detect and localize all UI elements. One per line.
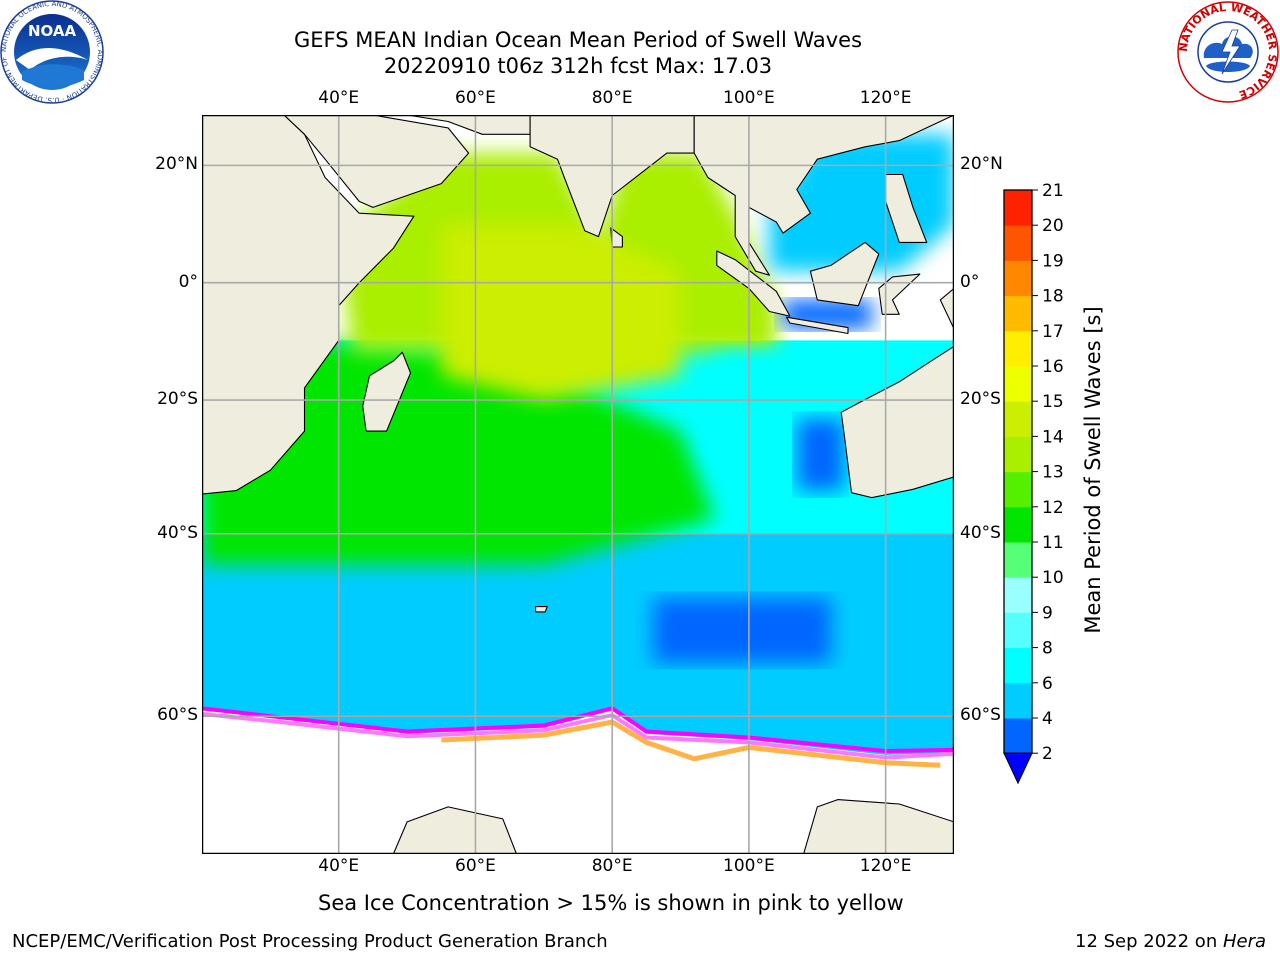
- colorbar-swatch: [1004, 295, 1032, 332]
- sea-ice-edge: [441, 719, 941, 768]
- colorbar-swatch: [1004, 436, 1032, 473]
- lon-tick-bottom: 40°E: [318, 856, 360, 876]
- lat-tick-right: 60°S: [960, 705, 1001, 726]
- colorbar-tick-label: 10: [1042, 568, 1064, 588]
- lon-tick-top: 60°E: [455, 88, 496, 108]
- nws-logo: NATIONAL WEATHER SERVICE: [1177, 1, 1279, 103]
- land-antarctica-east: [803, 799, 954, 854]
- land-java: [785, 316, 849, 335]
- colorbar-extend-arrow: [1003, 752, 1033, 785]
- land-kerguelen: [535, 606, 548, 613]
- colorbar-swatch: [1004, 471, 1032, 508]
- lat-tick-right: 0°: [960, 271, 980, 292]
- land-arabia: [283, 115, 470, 208]
- lat-tick-left: 0°: [178, 271, 198, 292]
- swell-period-map: [202, 115, 954, 854]
- lat-tick-right: 20°S: [960, 389, 1001, 409]
- ocean-region-sw-indian-ocean: [202, 340, 715, 565]
- colorbar-swatch: [1004, 682, 1032, 719]
- colorbar-tick-label: 11: [1042, 533, 1064, 553]
- lat-tick-right: 20°N: [960, 154, 1003, 175]
- colorbar-tick-label: 20: [1042, 216, 1064, 236]
- lon-tick-top: 100°E: [723, 88, 775, 108]
- footer-left: NCEP/EMC/Verification Post Processing Pr…: [12, 931, 608, 952]
- land-sulawesi: [878, 273, 921, 315]
- map-gridlines: [202, 115, 954, 854]
- lon-tick-bottom: 60°E: [455, 856, 496, 876]
- ocean-region-equatorial-core: [441, 224, 681, 400]
- footer-date: 12 Sep 2022 on: [1075, 931, 1223, 952]
- noaa-logo: NATIONAL OCEANIC AND ATMOSPHERIC ADMINIS…: [0, 0, 104, 104]
- lat-tick-left: 60°S: [157, 705, 198, 726]
- noaa-text: NOAA: [28, 22, 77, 40]
- lon-tick-top: 120°E: [859, 88, 912, 108]
- colorbar-tick-label: 15: [1042, 392, 1064, 412]
- ocean-region-west-australia-coast: [796, 418, 845, 491]
- colorbar-swatch: [1004, 506, 1032, 543]
- colorbar-tick-label: 6: [1042, 674, 1053, 694]
- land-new-guinea-west: [939, 287, 954, 330]
- colorbar-tick-label: 12: [1042, 498, 1064, 518]
- lon-tick-top: 80°E: [591, 88, 633, 108]
- colorbar-tick-label: 14: [1042, 427, 1064, 447]
- colorbar-swatch: [1004, 718, 1032, 754]
- land-madagascar: [362, 351, 412, 432]
- land-borneo: [809, 241, 880, 307]
- colorbar-tick-label: 21: [1042, 181, 1064, 201]
- chart-subtitle: 20220910 t06z 312h fcst Max: 17.03: [383, 54, 773, 78]
- lon-tick-bottom: 120°E: [859, 856, 912, 876]
- colorbar-tick-label: 16: [1042, 357, 1064, 377]
- colorbar-tick-label: 4: [1042, 709, 1053, 729]
- colorbar-swatch: [1004, 366, 1032, 402]
- chart-title: GEFS MEAN Indian Ocean Mean Period of Sw…: [293, 28, 863, 52]
- lat-tick-left: 20°N: [155, 154, 198, 175]
- colorbar-swatch: [1004, 542, 1032, 578]
- colorbar-swatch: [1004, 330, 1032, 367]
- map-frame: [202, 115, 954, 854]
- land-se-asia: [693, 115, 954, 276]
- lon-tick-top: 40°E: [318, 88, 360, 108]
- colorbar-tick-label: 9: [1042, 603, 1053, 623]
- lat-tick-right: 40°S: [960, 522, 1001, 543]
- colorbar-tick-label: 13: [1042, 463, 1064, 483]
- lon-tick-bottom: 100°E: [723, 856, 775, 876]
- ocean-region-kerguelen-patch: [653, 597, 831, 663]
- sea-ice-caption: Sea Ice Concentration > 15% is shown in …: [318, 891, 904, 915]
- lon-tick-bottom: 80°E: [591, 856, 633, 876]
- colorbar-swatch: [1004, 647, 1032, 684]
- land-persia: [392, 115, 531, 135]
- colorbar-swatch: [1004, 190, 1032, 226]
- colorbar-tick-label: 2: [1042, 744, 1053, 764]
- colorbar-swatch: [1004, 225, 1032, 261]
- lat-tick-left: 40°S: [157, 522, 198, 543]
- footer-right: 12 Sep 2022 on Hera: [1075, 931, 1266, 952]
- colorbar-swatch: [1004, 260, 1032, 297]
- footer-host: Hera: [1222, 931, 1266, 952]
- colorbar-swatch: [1004, 577, 1032, 613]
- colorbar-tick-label: 17: [1042, 322, 1064, 342]
- colorbar-swatch: [1004, 612, 1032, 649]
- lat-tick-left: 20°S: [157, 389, 198, 409]
- colorbar: 2 4 6 8 9 10 11 12 13 14 15 16 17 18 19 20 21 Mean Perio…: [1003, 181, 1105, 785]
- colorbar-tick-label: 8: [1042, 639, 1053, 659]
- colorbar-tick-label: 19: [1042, 251, 1064, 271]
- colorbar-label: Mean Period of Swell Waves [s]: [1081, 306, 1105, 633]
- land-sumatra: [716, 250, 791, 317]
- colorbar-swatch: [1004, 401, 1032, 437]
- colorbar-tick-label: 18: [1042, 287, 1064, 307]
- antarctic-white: [202, 710, 954, 854]
